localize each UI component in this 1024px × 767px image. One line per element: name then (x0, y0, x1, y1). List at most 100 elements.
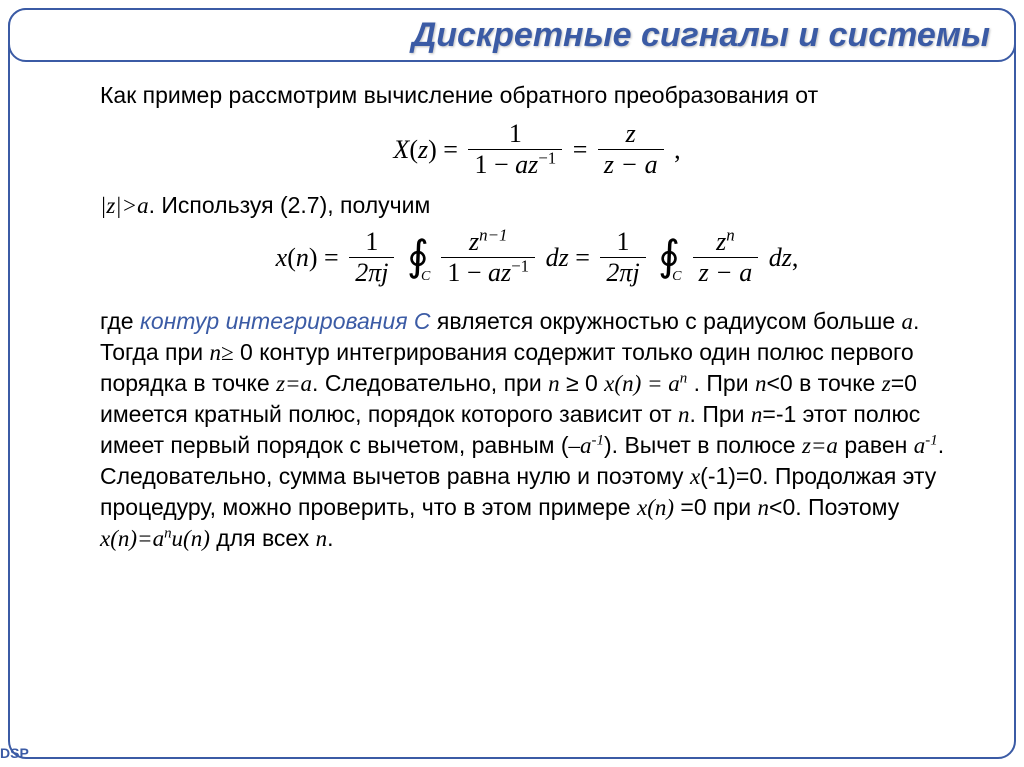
p3-za: z=a (276, 371, 312, 396)
eq1-f2-num: z (598, 119, 664, 150)
p3-neg-a-inv: –a-1 (569, 433, 604, 458)
p3-nai-sup: -1 (592, 432, 604, 448)
equation-2: x(n) = 1 2πj ∮C zn−1 1 − az−1 dz = 1 2πj… (100, 227, 974, 288)
eq1-f1-den: 1 − az−1 (468, 150, 562, 180)
p3-z: z (882, 371, 891, 396)
p3-ai-sup: -1 (925, 432, 937, 448)
p3-xn2-c: ) (666, 495, 674, 520)
p3-fin-a: a (153, 526, 165, 551)
eq1-frac2: z z − a (598, 119, 664, 180)
p3-l: ). Вычет в полюсе (604, 432, 802, 458)
oint-icon-2: ∮C (658, 245, 680, 270)
p1-text: Как пример рассмотрим вычисление обратно… (100, 82, 818, 108)
eq1-frac1: 1 1 − az−1 (468, 119, 562, 180)
eq1-eq2: = (573, 135, 594, 164)
p3-n7: n (316, 526, 328, 551)
eq2-f2-num-z: z (469, 227, 479, 256)
p3-nai-pre: – (569, 433, 581, 458)
p3-f: ≥ 0 (560, 370, 605, 396)
eq1-close: ) (428, 135, 437, 164)
eq2-f3-den: 2πj (600, 258, 645, 288)
p3-n4: n (678, 402, 690, 427)
p3-a: где (100, 308, 140, 334)
eq2-tail: , (792, 243, 799, 272)
eq2-frac4: zn z − a (693, 227, 759, 288)
paragraph-3: где контур интегрирования C является окр… (100, 306, 974, 554)
title-bar: Дискретные сигналы и системы (8, 8, 1016, 62)
eq2-f2-den-a: 1 − (447, 258, 488, 287)
p3-fin-o2: ( (183, 526, 191, 551)
eq2-frac1: 1 2πj (349, 227, 394, 288)
eq2-x: x (276, 243, 288, 272)
slide-title: Дискретные сигналы и системы (412, 16, 990, 55)
slide-frame: Дискретные сигналы и системы Как пример … (8, 8, 1016, 759)
p3-n5: n (751, 402, 763, 427)
eq1-z: z (418, 135, 428, 164)
eq2-f4-den: z − a (693, 258, 759, 288)
p3-nai-a: a (580, 433, 592, 458)
p3-fin-o1: ( (110, 526, 118, 551)
p3-e: . Следовательно, при (312, 370, 548, 396)
eq2-f2-num-sup: n−1 (479, 225, 507, 244)
eq2-f4-num: zn (693, 227, 759, 258)
p3-fin-sup: n (164, 525, 171, 541)
eq2-frac3: 1 2πj (600, 227, 645, 288)
eq2-oint-sub: C (421, 273, 430, 281)
footer-dsp-label: DSP (0, 745, 29, 761)
p3-xn2: x(n) (637, 495, 674, 520)
p2-z: z (106, 193, 115, 218)
paragraph-2: |z|>a. Используя (2.7), получим (100, 190, 974, 221)
eq1-tail: , (674, 135, 681, 164)
eq1-f1-den-sup: −1 (538, 148, 556, 167)
p3-a-inv: a-1 (914, 433, 938, 458)
p3-h: <0 в точке (766, 370, 881, 396)
eq1-open: ( (409, 135, 418, 164)
p3-g: . При (687, 370, 755, 396)
eq2-f2-num: zn−1 (441, 227, 535, 258)
eq1-eq: = (443, 135, 464, 164)
p3-nge: n≥ (210, 340, 234, 365)
eq2-f2-den-b: az (488, 258, 511, 287)
eq2-dz1: dz (546, 243, 569, 272)
p3-n6: n (758, 495, 770, 520)
p3-fin-n1: n (118, 526, 130, 551)
p3-j: . При (690, 401, 751, 427)
eq1-f1-den-b: az (515, 150, 538, 179)
p3-xn2-n: n (655, 495, 667, 520)
p3-fin-n2: n (191, 526, 203, 551)
eq2-close: ) (309, 243, 318, 272)
p3-xn-open: ( (614, 371, 622, 396)
oint-icon: ∮C (407, 245, 429, 270)
eq2-oint-sub2: C (672, 273, 681, 281)
eq2-eq2: = (575, 243, 596, 272)
eq2-open: ( (287, 243, 296, 272)
p3-fin-u: u (172, 526, 184, 551)
eq2-frac2: zn−1 1 − az−1 (441, 227, 535, 288)
p3-x: x (690, 464, 700, 489)
p3-q: <0. Поэтому (769, 494, 899, 520)
eq2-dz2: dz (769, 243, 792, 272)
p3-final: x(n)=anu(n) (100, 526, 210, 551)
p3-xn-an: x(n) = an (604, 371, 687, 396)
p3-xn-a: a (668, 371, 680, 396)
p2-rest: . Используя (2.7), получим (149, 192, 431, 218)
eq2-f1-den: 2πj (349, 258, 394, 288)
p3-xn-close: ) = (634, 371, 669, 396)
p3-xn-x: x (604, 371, 614, 396)
eq1-f1-den-a: 1 − (474, 150, 515, 179)
eq2-eq: = (324, 243, 345, 272)
p3-xn2-x: x (637, 495, 647, 520)
eq2-f1-num: 1 (349, 227, 394, 258)
p3-fin-x: x (100, 526, 110, 551)
eq2-f4-num-sup: n (726, 225, 734, 244)
p3-xn2-o: ( (647, 495, 655, 520)
p3-fin-c1: )= (129, 526, 152, 551)
eq2-n: n (296, 243, 309, 272)
p3-r: для всех (210, 525, 316, 551)
p2-a: a (137, 193, 149, 218)
p3-ai-a: a (914, 433, 926, 458)
eq2-f2-den: 1 − az−1 (441, 258, 535, 288)
p3-fin-c2: ) (202, 526, 210, 551)
eq2-f3-num: 1 (600, 227, 645, 258)
eq2-f2-den-sup: −1 (511, 256, 529, 275)
